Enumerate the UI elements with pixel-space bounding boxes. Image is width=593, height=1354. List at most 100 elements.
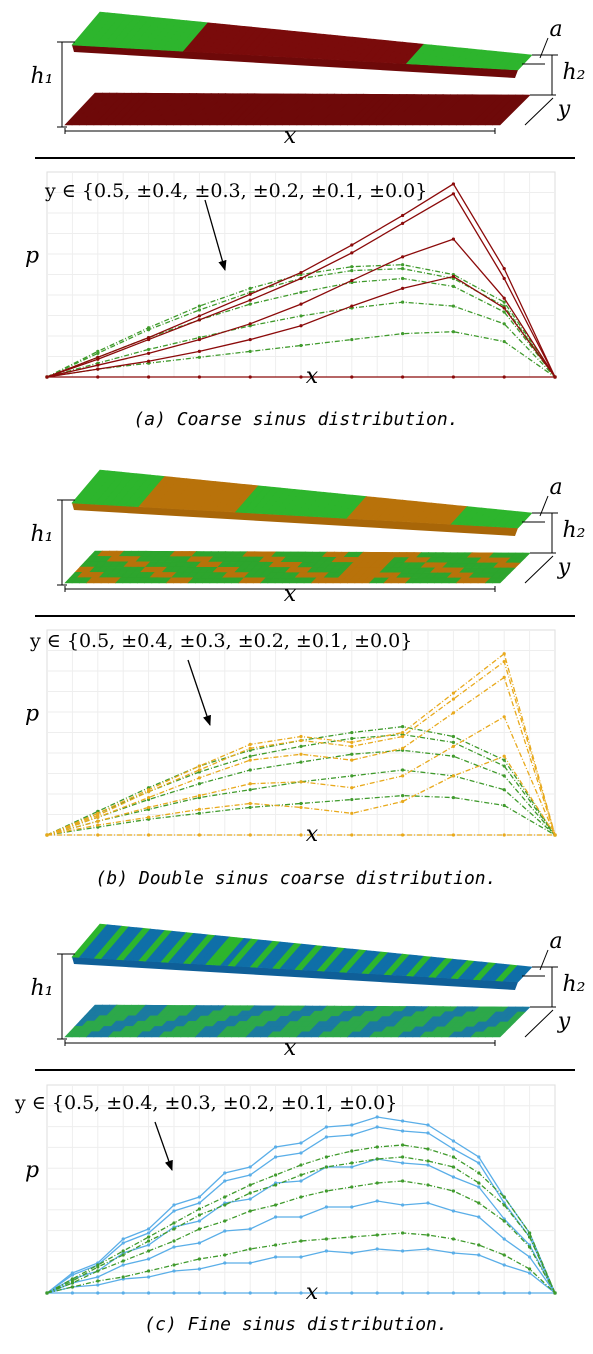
- data-point: [147, 806, 150, 809]
- data-point: [249, 1197, 252, 1200]
- data-point: [299, 735, 302, 738]
- data-point: [325, 1155, 328, 1158]
- data-point: [325, 1237, 328, 1240]
- data-point: [452, 833, 455, 836]
- data-point: [325, 1135, 328, 1138]
- data-point: [503, 660, 506, 663]
- data-point: [249, 293, 252, 296]
- data-point: [223, 1291, 226, 1294]
- data-point: [249, 1291, 252, 1294]
- data-point: [249, 375, 252, 378]
- data-point: [452, 1209, 455, 1212]
- data-point: [452, 755, 455, 758]
- data-point: [350, 833, 353, 836]
- data-point: [198, 1219, 201, 1222]
- data-point: [528, 1271, 531, 1274]
- data-point: [147, 1227, 150, 1230]
- data-point: [350, 786, 353, 789]
- data-point: [249, 1227, 252, 1230]
- data-point: [376, 1233, 379, 1236]
- data-point: [426, 1163, 429, 1166]
- data-point: [452, 1237, 455, 1240]
- y-axis-line: [525, 556, 553, 583]
- data-point: [350, 251, 353, 254]
- data-point: [452, 745, 455, 748]
- data-point: [401, 1291, 404, 1294]
- data-point: [274, 1215, 277, 1218]
- data-point: [452, 1165, 455, 1168]
- data-point: [198, 1241, 201, 1244]
- a-label: a: [549, 17, 562, 42]
- data-point: [198, 356, 201, 359]
- data-point: [350, 1251, 353, 1254]
- data-point: [528, 1267, 531, 1270]
- data-point: [401, 731, 404, 734]
- data-point: [452, 1155, 455, 1158]
- data-point: [249, 303, 252, 306]
- data-point: [223, 1261, 226, 1264]
- data-point: [71, 1273, 74, 1276]
- data-point: [71, 1291, 74, 1294]
- data-point: [350, 737, 353, 740]
- data-point: [249, 1209, 252, 1212]
- data-point: [299, 277, 302, 280]
- data-point: [299, 1195, 302, 1198]
- y-axis-label: p: [25, 1158, 39, 1183]
- data-point: [299, 739, 302, 742]
- data-point: [198, 1291, 201, 1294]
- data-point: [299, 271, 302, 274]
- data-point: [452, 1189, 455, 1192]
- data-point: [452, 692, 455, 695]
- x-axis-label: x: [306, 364, 319, 389]
- data-point: [503, 788, 506, 791]
- data-point: [299, 324, 302, 327]
- data-point: [401, 214, 404, 217]
- data-point: [452, 238, 455, 241]
- data-point: [198, 1195, 201, 1198]
- data-point: [401, 794, 404, 797]
- data-point: [45, 833, 48, 836]
- data-point: [426, 1291, 429, 1294]
- data-point: [376, 1291, 379, 1294]
- data-point: [299, 745, 302, 748]
- data-point: [350, 1133, 353, 1136]
- data-point: [452, 330, 455, 333]
- caption: (b) Double sinus coarse distribution.: [96, 868, 497, 889]
- data-point: [96, 833, 99, 836]
- data-point: [477, 1185, 480, 1188]
- data-point: [503, 755, 506, 758]
- data-point: [223, 1229, 226, 1232]
- data-point: [503, 764, 506, 767]
- data-point: [503, 715, 506, 718]
- data-point: [477, 1253, 480, 1256]
- data-point: [350, 1123, 353, 1126]
- data-point: [477, 1161, 480, 1164]
- data-point: [376, 1125, 379, 1128]
- data-point: [325, 1291, 328, 1294]
- data-point: [503, 267, 506, 270]
- chart: xpy ∈ {0.5, ±0.4, ±0.3, ±0.2, ±0.1, ±0.0…: [25, 172, 557, 389]
- data-point: [426, 1147, 429, 1150]
- data-point: [147, 796, 150, 799]
- a-label: a: [549, 475, 562, 500]
- data-point: [147, 1275, 150, 1278]
- h2-label: h₂: [563, 518, 586, 543]
- y-label: y: [557, 1009, 571, 1034]
- annotation: y ∈ {0.5, ±0.4, ±0.3, ±0.2, ±0.1, ±0.0}: [14, 1092, 397, 1114]
- data-point: [350, 1149, 353, 1152]
- data-point: [503, 277, 506, 280]
- data-point: [350, 1205, 353, 1208]
- data-point: [198, 812, 201, 815]
- data-point: [477, 1215, 480, 1218]
- data-point: [249, 322, 252, 325]
- data-point: [96, 1265, 99, 1268]
- data-point: [122, 1249, 125, 1252]
- data-point: [401, 1249, 404, 1252]
- data-point: [299, 1163, 302, 1166]
- data-point: [147, 1235, 150, 1238]
- data-point: [249, 806, 252, 809]
- data-point: [172, 1203, 175, 1206]
- data-point: [401, 833, 404, 836]
- caption: (a) Coarse sinus distribution.: [133, 409, 458, 430]
- data-point: [452, 192, 455, 195]
